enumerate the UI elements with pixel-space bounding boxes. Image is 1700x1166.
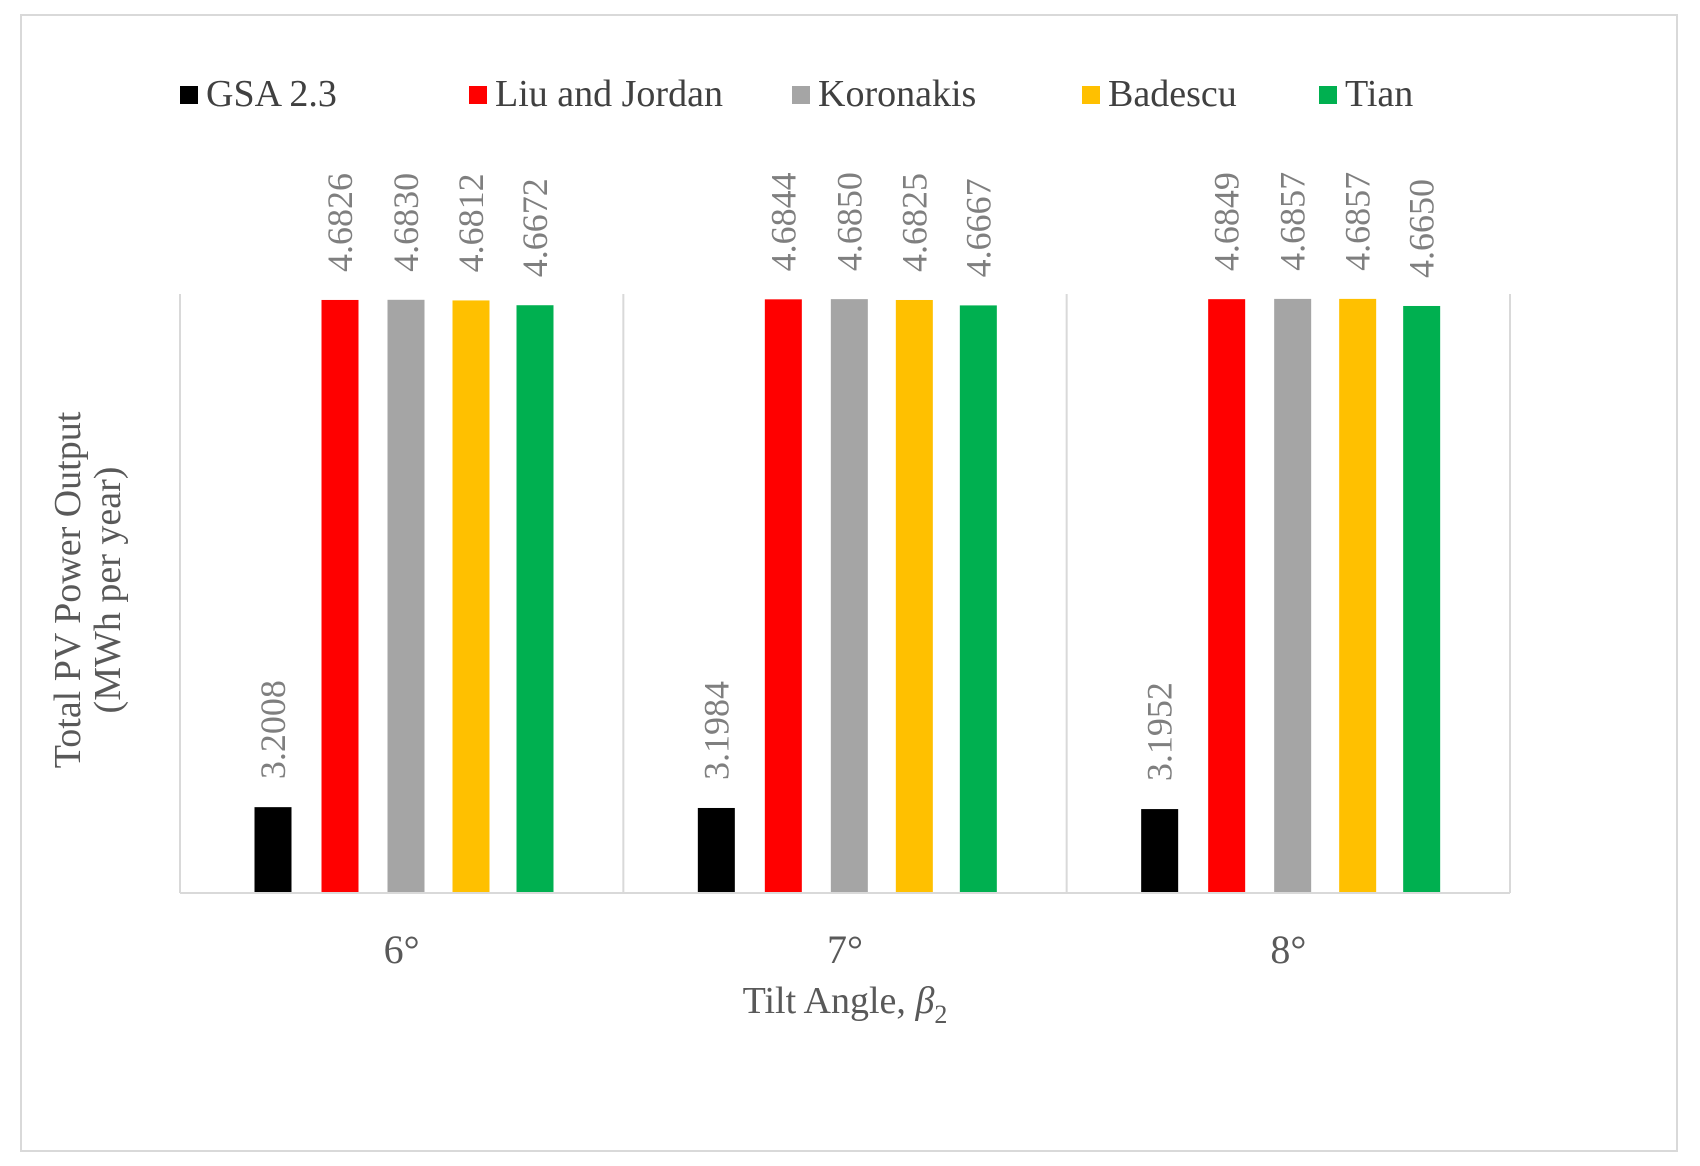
legend-item-gsa-2-3: GSA 2.3 (180, 73, 337, 115)
data-label: 4.6672 (515, 178, 555, 277)
x-axis-title: Tilt Angle, β2 (743, 980, 948, 1029)
data-label: 4.6857 (1273, 172, 1313, 271)
x-tick-label: 7° (827, 927, 863, 972)
data-label: 3.2008 (253, 680, 293, 779)
bars (254, 298, 1441, 894)
data-label: 3.1984 (696, 681, 736, 780)
bar-koronakis-1 (387, 299, 425, 893)
legend-label: Badescu (1108, 73, 1237, 115)
bar-badescu-3 (1339, 298, 1377, 894)
bar-gsa-2-3-3 (1141, 809, 1179, 893)
y-axis-title-line-2: (MWh per year) (87, 467, 129, 714)
legend-item-tian: Tian (1319, 73, 1413, 115)
data-label: 4.6850 (829, 172, 869, 271)
data-label: 4.6812 (451, 173, 491, 272)
legend-swatch (180, 86, 198, 104)
bar-koronakis-2 (830, 299, 868, 893)
x-axis-title-symbol: β (914, 980, 934, 1022)
legend-swatch (1319, 86, 1337, 104)
data-label: 4.6650 (1402, 179, 1442, 278)
legend-label: Tian (1345, 73, 1413, 115)
data-label: 4.6826 (320, 173, 360, 272)
bar-tian-2 (959, 305, 997, 894)
x-tick-label: 8° (1270, 927, 1306, 972)
data-label: 4.6857 (1338, 172, 1378, 271)
legend-label: Koronakis (818, 73, 976, 115)
bar-koronakis-3 (1274, 298, 1312, 894)
legend-swatch (792, 86, 810, 104)
y-axis-title-line-1: Total PV Power Output (47, 411, 89, 768)
legend-swatch (469, 86, 487, 104)
data-label: 4.6849 (1207, 172, 1247, 271)
legend-swatch (1082, 86, 1100, 104)
bar-tian-3 (1403, 305, 1441, 894)
x-axis-title-text: Tilt Angle, (743, 980, 916, 1022)
legend-item-liu-and-jordan: Liu and Jordan (469, 73, 723, 115)
bar-gsa-2-3-2 (697, 807, 735, 893)
x-tick-label: 6° (384, 927, 420, 972)
data-label: 4.6830 (386, 173, 426, 272)
data-label: 4.6844 (763, 172, 803, 271)
data-label: 4.6825 (894, 173, 934, 272)
legend-label: Liu and Jordan (495, 73, 723, 115)
chart-frame: GSA 2.3 Liu and Jordan Koronakis Badescu Tia… (20, 14, 1678, 1152)
legend-item-koronakis: Koronakis (792, 73, 976, 115)
legend-item-badescu: Badescu (1082, 73, 1237, 115)
data-label: 4.6667 (958, 178, 998, 277)
data-label: 3.1952 (1140, 682, 1180, 781)
legend-label: GSA 2.3 (206, 73, 337, 115)
data-labels: 3.2008 4.6826 4.6830 4.6812 4.6672 3.1984 4.68… (253, 172, 1442, 781)
x-axis-tick-labels: 6° 7° 8° (384, 927, 1307, 972)
bar-badescu-2 (895, 299, 933, 893)
bar-liu-and-jordan-3 (1208, 299, 1246, 893)
y-axis-title: Total PV Power Output (MWh per year) (47, 411, 129, 768)
bar-liu-and-jordan-1 (321, 299, 359, 893)
bar-gsa-2-3-1 (254, 807, 292, 893)
bar-chart: GSA 2.3 Liu and Jordan Koronakis Badescu Tia… (47, 73, 1511, 1029)
category-gridlines (179, 294, 1511, 893)
x-axis-title-subscript: 2 (934, 1000, 947, 1029)
bar-badescu-1 (452, 300, 490, 894)
bar-liu-and-jordan-2 (764, 299, 802, 893)
legend: GSA 2.3 Liu and Jordan Koronakis Badescu Tia… (180, 73, 1413, 115)
bar-tian-1 (516, 305, 554, 894)
